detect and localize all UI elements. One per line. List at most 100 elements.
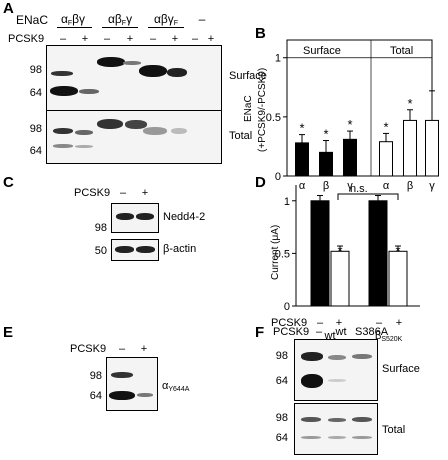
lane-sign: –: [191, 33, 199, 45]
lane-sign: +: [141, 187, 149, 199]
mw-marker: 98: [275, 350, 288, 362]
sign-d: –: [375, 317, 383, 329]
mw-marker: 98: [275, 412, 288, 424]
enac-label: ENaC: [16, 13, 49, 27]
x-tick-label: α: [383, 180, 390, 192]
bar: [295, 142, 309, 177]
significance-star: *: [383, 119, 388, 134]
x-tick-label: α: [299, 180, 306, 192]
bar: [425, 119, 439, 177]
ns-label: n.s.: [350, 183, 368, 195]
pcsk9-label-a: PCSK9: [8, 33, 45, 45]
pcsk9-label-d: PCSK9: [271, 317, 308, 329]
total-label-f: Total: [382, 424, 406, 436]
mw-marker: 64: [29, 87, 42, 99]
y-tick-label: 0: [284, 301, 290, 313]
mw-marker: 64: [275, 375, 288, 387]
panel-letter-c: C: [3, 174, 14, 191]
lane-sign: –: [149, 33, 157, 45]
significance-star: *: [299, 121, 304, 136]
y-tick-label: 1: [275, 53, 281, 65]
sign-d: +: [395, 317, 403, 329]
bar: [379, 141, 393, 177]
bar: [319, 151, 333, 177]
sign-d: –: [316, 317, 324, 329]
sign-d: +: [335, 317, 343, 329]
significance-star: *: [395, 243, 400, 258]
significance-star: *: [347, 117, 352, 132]
mw-marker: 98: [89, 370, 102, 382]
panel-letter-f: F: [255, 324, 265, 341]
subunit-label-e: αY644A: [162, 380, 190, 394]
bar: [388, 250, 408, 307]
significance-star: *: [407, 96, 412, 111]
x-tick-label: β: [407, 180, 413, 192]
y-tick-label: 0.5: [266, 112, 281, 124]
bar: [368, 200, 388, 307]
bar: [343, 138, 357, 177]
actin-label: β-actin: [163, 243, 197, 255]
panel-letter-d: D: [255, 174, 266, 191]
mw-marker: 64: [275, 432, 288, 444]
lane-f: S386A: [355, 326, 389, 338]
y-label-d: Current (μA): [270, 224, 281, 280]
y-tick-label: 0.5: [275, 248, 290, 260]
section-surface: Surface: [303, 45, 341, 57]
pcsk9-label-e: PCSK9: [70, 343, 107, 355]
pcsk9-label-f: PCSK9: [273, 326, 310, 338]
blot-total-f: [294, 403, 378, 455]
group-wt: wt: [324, 330, 336, 342]
blot-nedd4: [111, 203, 159, 233]
blot-e: [106, 357, 158, 411]
group-underline: [148, 27, 184, 28]
surface-label-a: Surface: [229, 70, 267, 82]
blot-total-a: [46, 110, 222, 164]
y-tick-label: 1: [284, 196, 290, 208]
group-label-bf: αβFγ: [107, 12, 133, 27]
lane-f: –: [315, 326, 323, 338]
blot-actin: [111, 239, 159, 261]
x-tick-label: γ: [429, 180, 435, 192]
bar: [403, 119, 417, 177]
significance-star: *: [337, 243, 342, 258]
x-tick-label: γ: [347, 180, 353, 192]
lane-sign: –: [118, 343, 126, 355]
mw-marker: 98: [94, 222, 107, 234]
group-s520k: βS520K: [375, 330, 403, 344]
panel-letter-e: E: [3, 324, 14, 341]
group-underline: [102, 27, 138, 28]
mw-marker: 50: [94, 245, 107, 257]
bar: [330, 250, 350, 307]
blot-surface-f: [294, 339, 378, 401]
mw-marker: 64: [89, 390, 102, 402]
group-label-af: αFβγ: [60, 12, 86, 27]
lane-f: wt: [335, 326, 347, 338]
bar: [310, 200, 330, 307]
lane-sign: +: [140, 343, 148, 355]
lane-sign: +: [207, 33, 215, 45]
group-underline: [57, 27, 92, 28]
lane-sign: –: [103, 33, 111, 45]
mw-marker: 98: [29, 64, 42, 76]
panel-letter-b: B: [255, 25, 266, 42]
lane-sign: +: [126, 33, 134, 45]
mw-marker: 98: [29, 123, 42, 135]
total-label-a: Total: [229, 130, 253, 142]
panel-letter-a: A: [3, 0, 14, 17]
group-label-empty: –: [198, 12, 206, 26]
x-tick-label: β: [323, 180, 329, 192]
y-tick-label: 0: [275, 171, 281, 183]
lane-sign: +: [81, 33, 89, 45]
group-label-gf: αβγF: [153, 12, 179, 27]
lane-sign: –: [119, 187, 127, 199]
surface-label-f: Surface: [382, 363, 420, 375]
mw-marker: 64: [29, 145, 42, 157]
lane-sign: +: [171, 33, 179, 45]
ns-bracket: [337, 193, 399, 200]
section-total: Total: [390, 45, 414, 57]
pcsk9-label-c: PCSK9: [74, 187, 111, 199]
lane-sign: –: [59, 33, 67, 45]
